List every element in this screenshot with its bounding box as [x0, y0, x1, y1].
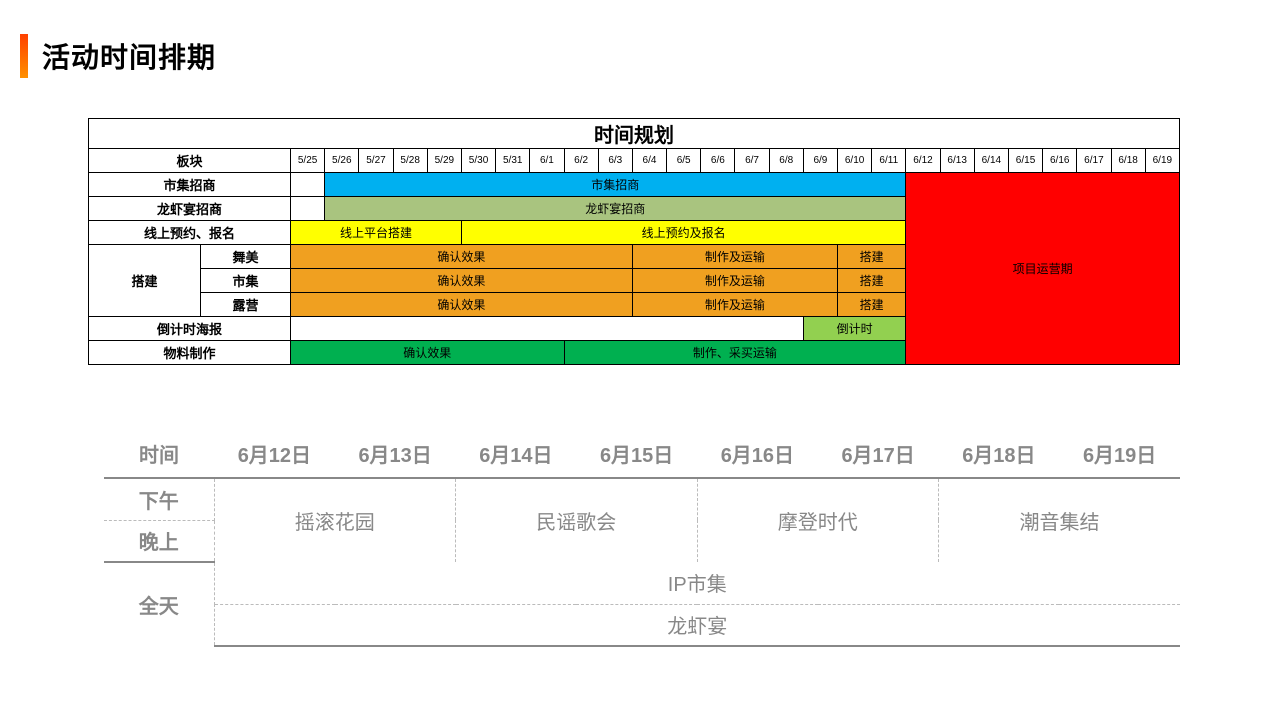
sched-theme: 民谣歌会	[456, 478, 698, 562]
gantt-date-row: 板块 5/25 5/26 5/27 5/28 5/29 5/30 5/31 6/…	[89, 149, 1180, 173]
schedule-row-afternoon: 下午 摇滚花园 民谣歌会 摩登时代 潮音集结	[104, 478, 1180, 520]
gantt-table: 时间规划 板块 5/25 5/26 5/27 5/28 5/29 5/30 5/…	[88, 118, 1180, 365]
schedule-row-allday-2: 龙虾宴	[104, 604, 1180, 646]
date-cell: 5/27	[359, 149, 393, 173]
sched-col-time: 时间	[104, 430, 214, 478]
bar-make: 制作及运输	[632, 245, 837, 269]
schedule-header-row: 时间 6月12日 6月13日 6月14日 6月15日 6月16日 6月17日 6…	[104, 430, 1180, 478]
row-sublabel: 露营	[201, 293, 291, 317]
row-label: 龙虾宴招商	[89, 197, 291, 221]
date-cell: 5/31	[496, 149, 530, 173]
bar-mat-confirm: 确认效果	[291, 341, 565, 365]
sched-col-date: 6月16日	[697, 430, 818, 478]
date-cell: 6/17	[1077, 149, 1111, 173]
date-cell: 6/1	[530, 149, 564, 173]
bar-build: 搭建	[838, 245, 906, 269]
gantt-row-market: 市集招商 市集招商 项目运营期	[89, 173, 1180, 197]
bar-confirm: 确认效果	[291, 293, 633, 317]
date-cell: 6/18	[1111, 149, 1145, 173]
date-cell: 6/12	[906, 149, 940, 173]
bar-lobster: 龙虾宴招商	[325, 197, 906, 221]
date-cell: 6/7	[735, 149, 769, 173]
sched-rowhead: 全天	[104, 562, 214, 646]
date-cell: 6/13	[940, 149, 974, 173]
date-cell: 6/5	[667, 149, 701, 173]
bar-online-enroll: 线上预约及报名	[461, 221, 905, 245]
bar-confirm: 确认效果	[291, 269, 633, 293]
sched-col-date: 6月15日	[576, 430, 697, 478]
bar-make: 制作及运输	[632, 269, 837, 293]
row-sublabel: 市集	[201, 269, 291, 293]
bar-market: 市集招商	[325, 173, 906, 197]
bar-confirm: 确认效果	[291, 245, 633, 269]
row-label: 倒计时海报	[89, 317, 291, 341]
date-cell: 6/11	[872, 149, 906, 173]
sched-col-date: 6月19日	[1059, 430, 1180, 478]
date-cell: 5/25	[291, 149, 325, 173]
sched-col-date: 6月18日	[939, 430, 1060, 478]
sched-rowhead: 晚上	[104, 520, 214, 562]
sched-col-date: 6月12日	[214, 430, 335, 478]
schedule-container: 时间 6月12日 6月13日 6月14日 6月15日 6月16日 6月17日 6…	[104, 430, 1180, 647]
sched-allday-item: IP市集	[214, 562, 1180, 604]
bar-make: 制作及运输	[632, 293, 837, 317]
sched-rowhead: 下午	[104, 478, 214, 520]
bar-op-period: 项目运营期	[906, 173, 1180, 365]
date-cell: 6/3	[598, 149, 632, 173]
schedule-row-allday-1: 全天 IP市集	[104, 562, 1180, 604]
bar-build: 搭建	[838, 269, 906, 293]
bar-countdown: 倒计时	[803, 317, 906, 341]
gantt-mod-label: 板块	[89, 149, 291, 173]
row-label: 物料制作	[89, 341, 291, 365]
sched-col-date: 6月13日	[335, 430, 456, 478]
date-cell: 6/10	[838, 149, 872, 173]
title-accent	[20, 34, 28, 78]
date-cell: 6/2	[564, 149, 598, 173]
row-label: 线上预约、报名	[89, 221, 291, 245]
date-cell: 5/30	[461, 149, 495, 173]
bar-mat-make: 制作、采买运输	[564, 341, 906, 365]
sched-col-date: 6月17日	[818, 430, 939, 478]
row-sublabel: 舞美	[201, 245, 291, 269]
sched-theme: 摩登时代	[697, 478, 939, 562]
date-cell: 5/26	[325, 149, 359, 173]
date-cell: 5/28	[393, 149, 427, 173]
schedule-table: 时间 6月12日 6月13日 6月14日 6月15日 6月16日 6月17日 6…	[104, 430, 1180, 647]
date-cell: 5/29	[427, 149, 461, 173]
sched-allday-item: 龙虾宴	[214, 604, 1180, 646]
page-title: 活动时间排期	[42, 36, 216, 76]
bar-online-build: 线上平台搭建	[291, 221, 462, 245]
blank-cell	[291, 197, 325, 221]
date-cell: 6/6	[701, 149, 735, 173]
date-cell: 6/15	[1008, 149, 1042, 173]
row-label-build: 搭建	[89, 245, 201, 317]
sched-theme: 潮音集结	[939, 478, 1181, 562]
row-label: 市集招商	[89, 173, 291, 197]
sched-theme: 摇滚花园	[214, 478, 456, 562]
blank-cell	[291, 317, 804, 341]
gantt-header-row: 时间规划	[89, 119, 1180, 149]
blank-cell	[291, 173, 325, 197]
gantt-container: 时间规划 板块 5/25 5/26 5/27 5/28 5/29 5/30 5/…	[88, 118, 1180, 365]
date-cell: 6/19	[1145, 149, 1179, 173]
bar-build: 搭建	[838, 293, 906, 317]
date-cell: 6/4	[632, 149, 666, 173]
date-cell: 6/16	[1043, 149, 1077, 173]
date-cell: 6/14	[974, 149, 1008, 173]
page-title-bar: 活动时间排期	[20, 36, 216, 76]
date-cell: 6/8	[769, 149, 803, 173]
gantt-heading: 时间规划	[89, 119, 1180, 149]
sched-col-date: 6月14日	[456, 430, 577, 478]
date-cell: 6/9	[803, 149, 837, 173]
